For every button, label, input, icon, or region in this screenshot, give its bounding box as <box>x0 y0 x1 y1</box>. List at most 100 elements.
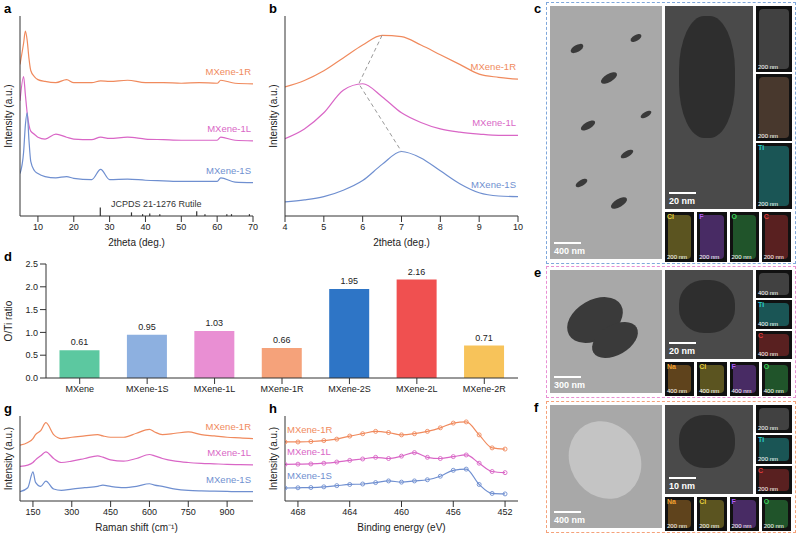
html-text:O: O <box>763 363 770 370</box>
svg-text:8: 8 <box>438 222 443 232</box>
svg-text:0.0: 0.0 <box>25 373 38 383</box>
html-text:Ti: Ti <box>758 436 765 444</box>
html-text:200 nm: 200 nm <box>758 425 778 432</box>
svg-text:Binding energy (eV): Binding energy (eV) <box>357 522 445 533</box>
svg-text:MXene-1L: MXene-1L <box>194 384 236 394</box>
html-text:Ti: Ti <box>758 143 765 151</box>
svg-text:MXene-1R: MXene-1R <box>206 421 252 432</box>
svg-text:150: 150 <box>25 507 40 517</box>
svg-text:6: 6 <box>360 222 365 232</box>
html-text:a: a <box>4 1 12 16</box>
svg-text:MXene-1S: MXene-1S <box>126 384 169 394</box>
svg-text:0.5: 0.5 <box>25 350 38 360</box>
svg-text:O/Ti ratio: O/Ti ratio <box>3 300 14 341</box>
html-text:400 nm: 400 nm <box>758 290 778 297</box>
svg-text:2theta (deg.): 2theta (deg.) <box>373 237 430 248</box>
html-text:200 nm: 200 nm <box>699 254 720 260</box>
svg-text:2.16: 2.16 <box>408 267 426 277</box>
svg-text:450: 450 <box>103 507 118 517</box>
svg-text:MXene-2R: MXene-2R <box>463 384 507 394</box>
html-text:20 nm: 20 nm <box>669 196 695 206</box>
html-text:400 nm: 400 nm <box>554 246 585 256</box>
svg-text:MXene-1S: MXene-1S <box>287 470 332 481</box>
html-text:b: b <box>269 1 277 16</box>
html-text:200 nm: 200 nm <box>758 132 778 139</box>
svg-text:50: 50 <box>176 222 186 232</box>
svg-text:20: 20 <box>69 222 79 232</box>
html-text:300 nm: 300 nm <box>554 380 585 390</box>
svg-text:MXene-1R: MXene-1R <box>471 61 517 72</box>
html-text:g: g <box>4 401 12 416</box>
svg-text:MXene-1L: MXene-1L <box>287 446 331 457</box>
svg-text:MXene-1L: MXene-1L <box>472 117 516 128</box>
svg-text:9: 9 <box>477 222 482 232</box>
svg-text:MXene-1R: MXene-1R <box>206 66 252 77</box>
svg-text:2theta (deg.): 2theta (deg.) <box>108 237 165 248</box>
html-text:200 nm: 200 nm <box>667 254 687 260</box>
svg-text:Intensity (a.u.): Intensity (a.u.) <box>3 84 14 147</box>
svg-text:0.95: 0.95 <box>138 322 156 332</box>
svg-text:0.66: 0.66 <box>273 335 291 345</box>
html-text:400 nm: 400 nm <box>758 320 778 327</box>
svg-text:464: 464 <box>342 507 357 517</box>
svg-text:468: 468 <box>290 507 305 517</box>
svg-text:10: 10 <box>513 222 523 232</box>
svg-text:Intensity (a.u.): Intensity (a.u.) <box>268 84 279 147</box>
html-text:Cl: Cl <box>699 363 707 370</box>
svg-text:MXene-2S: MXene-2S <box>328 384 371 394</box>
svg-text:5: 5 <box>321 222 326 232</box>
html-text:Cl: Cl <box>699 498 707 505</box>
html-text:O: O <box>763 498 770 505</box>
svg-text:1.0: 1.0 <box>25 328 38 338</box>
svg-text:40: 40 <box>140 222 150 232</box>
svg-text:MXene-1S: MXene-1S <box>206 165 251 176</box>
html-text:20 nm: 20 nm <box>669 346 695 356</box>
html-text:e: e <box>534 265 542 280</box>
svg-text:456: 456 <box>446 507 461 517</box>
svg-text:0.71: 0.71 <box>475 333 493 343</box>
html-text:Na: Na <box>667 363 676 370</box>
svg-text:MXene-2L: MXene-2L <box>396 384 438 394</box>
html-text:O: O <box>731 213 737 220</box>
html-text:d: d <box>4 249 12 264</box>
svg-text:70: 70 <box>248 222 258 232</box>
html-text:JCPDS 21-1276 Rutile: JCPDS 21-1276 Rutile <box>111 199 202 209</box>
html-text:200 nm: 200 nm <box>758 201 778 207</box>
svg-text:30: 30 <box>105 222 115 232</box>
svg-text:900: 900 <box>220 507 235 517</box>
svg-text:2.0: 2.0 <box>25 282 38 292</box>
svg-text:1.95: 1.95 <box>340 276 358 286</box>
svg-text:7: 7 <box>399 222 404 232</box>
svg-text:452: 452 <box>498 507 513 517</box>
svg-text:MXene-1S: MXene-1S <box>206 474 251 485</box>
svg-text:0.61: 0.61 <box>71 337 89 347</box>
svg-text:460: 460 <box>394 507 409 517</box>
svg-text:600: 600 <box>142 507 157 517</box>
svg-text:Raman shift (cm⁻¹): Raman shift (cm⁻¹) <box>95 522 177 533</box>
html-text:h: h <box>269 401 277 416</box>
svg-text:Intensity (a.u.): Intensity (a.u.) <box>268 427 279 490</box>
svg-text:1.5: 1.5 <box>25 305 38 315</box>
html-text:c: c <box>534 1 542 16</box>
svg-text:MXene-1S: MXene-1S <box>471 179 516 190</box>
html-text:400 nm: 400 nm <box>554 515 585 525</box>
svg-text:MXene-1R: MXene-1R <box>260 384 304 394</box>
svg-text:300: 300 <box>64 507 79 517</box>
svg-text:60: 60 <box>212 222 222 232</box>
html-text:Cl: Cl <box>667 213 674 220</box>
html-text:200 nm: 200 nm <box>758 455 778 462</box>
svg-text:MXene-1R: MXene-1R <box>287 424 333 435</box>
svg-text:MXene-1L: MXene-1L <box>207 123 251 134</box>
html-text:10 nm: 10 nm <box>669 481 695 491</box>
svg-text:4: 4 <box>282 222 287 232</box>
svg-text:Intensity (a.u.): Intensity (a.u.) <box>3 427 14 490</box>
svg-text:750: 750 <box>181 507 196 517</box>
svg-text:10: 10 <box>33 222 43 232</box>
svg-text:MXene: MXene <box>65 384 94 394</box>
svg-text:2.5: 2.5 <box>25 259 38 269</box>
svg-text:1.03: 1.03 <box>206 318 224 328</box>
html-text:Ti: Ti <box>758 301 765 309</box>
svg-text:MXene-1L: MXene-1L <box>207 447 251 458</box>
html-text:Na: Na <box>667 498 676 505</box>
html-text:200 nm: 200 nm <box>758 64 778 71</box>
